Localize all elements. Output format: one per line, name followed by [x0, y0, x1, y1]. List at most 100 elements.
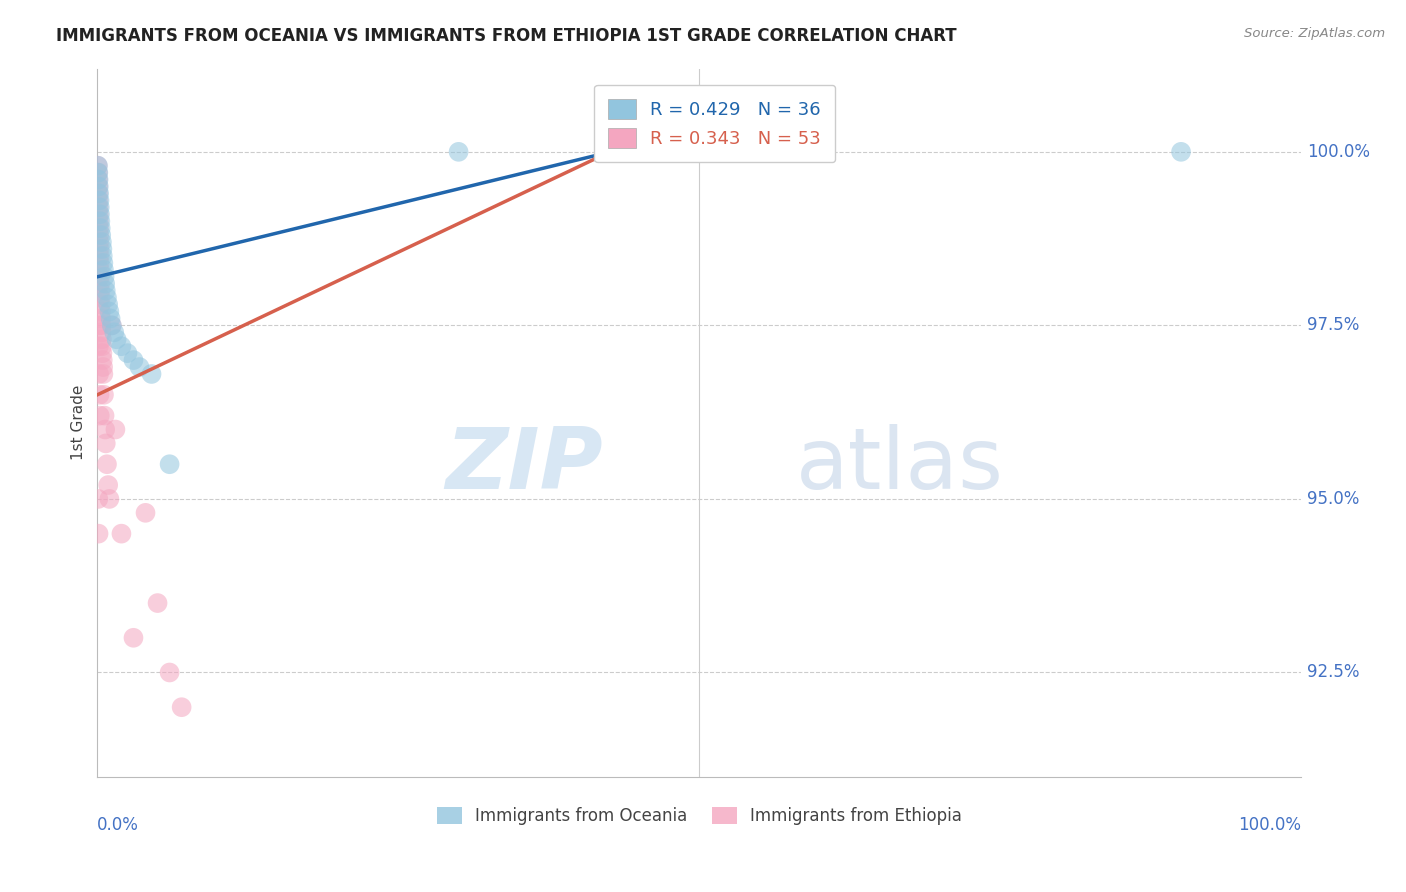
Point [90, 297, 112, 311]
Text: atlas: atlas [796, 424, 1004, 507]
Point [91, 339, 114, 353]
Legend: Immigrants from Oceania, Immigrants from Ethiopia: Immigrants from Oceania, Immigrants from… [430, 800, 969, 832]
Text: 0.0%: 0.0% [97, 815, 139, 833]
Point [93, 263, 115, 277]
Point [110, 526, 132, 541]
Point [134, 506, 156, 520]
Point [87, 186, 110, 201]
Point [93, 409, 115, 423]
Point [93, 269, 115, 284]
Point [104, 423, 127, 437]
Point [89, 277, 111, 291]
Point [91, 242, 114, 256]
Point [87, 166, 110, 180]
Point [122, 631, 145, 645]
Point [91, 249, 114, 263]
Point [91, 359, 114, 374]
Point [89, 263, 111, 277]
Point [89, 409, 111, 423]
Point [91, 353, 114, 368]
Point [90, 228, 112, 243]
Point [87, 194, 110, 208]
Point [128, 359, 150, 374]
Point [89, 242, 111, 256]
Text: IMMIGRANTS FROM OCEANIA VS IMMIGRANTS FROM ETHIOPIA 1ST GRADE CORRELATION CHART: IMMIGRANTS FROM OCEANIA VS IMMIGRANTS FR… [56, 27, 957, 45]
Point [87, 172, 110, 186]
Point [90, 311, 112, 326]
Point [808, 145, 831, 159]
Point [87, 339, 110, 353]
Point [89, 318, 111, 333]
Point [87, 172, 110, 186]
Point [91, 346, 114, 360]
Point [87, 214, 110, 228]
Point [105, 332, 128, 346]
Point [100, 311, 122, 326]
Point [122, 353, 145, 368]
Point [89, 249, 111, 263]
Point [94, 277, 117, 291]
Point [141, 367, 163, 381]
Point [89, 388, 111, 402]
Point [87, 526, 110, 541]
Text: 97.5%: 97.5% [1308, 317, 1360, 334]
Point [87, 159, 110, 173]
Point [89, 200, 111, 214]
Point [101, 318, 124, 333]
Point [87, 221, 110, 235]
Point [96, 457, 118, 471]
Point [89, 235, 111, 249]
Point [90, 221, 112, 235]
Point [117, 346, 139, 360]
Point [93, 256, 115, 270]
Y-axis label: 1st Grade: 1st Grade [72, 384, 86, 460]
Point [146, 596, 169, 610]
Point [97, 297, 120, 311]
Text: Source: ZipAtlas.com: Source: ZipAtlas.com [1244, 27, 1385, 40]
Point [90, 291, 112, 305]
Point [90, 332, 112, 346]
Point [89, 207, 111, 221]
Point [90, 304, 112, 318]
Point [93, 388, 115, 402]
Point [87, 166, 110, 180]
Point [93, 367, 115, 381]
Point [103, 326, 125, 340]
Point [89, 284, 111, 298]
Point [89, 194, 111, 208]
Point [87, 179, 110, 194]
Point [94, 284, 117, 298]
Point [110, 339, 132, 353]
Point [87, 491, 110, 506]
Point [89, 186, 111, 201]
Text: ZIP: ZIP [446, 424, 603, 507]
Point [159, 665, 181, 680]
Text: 100.0%: 100.0% [1308, 143, 1371, 161]
Point [628, 145, 651, 159]
Point [1170, 145, 1192, 159]
Text: 92.5%: 92.5% [1308, 664, 1360, 681]
Point [101, 318, 124, 333]
Point [96, 291, 118, 305]
Point [159, 457, 181, 471]
Point [89, 214, 111, 228]
Point [98, 491, 121, 506]
Point [97, 478, 120, 492]
Point [90, 318, 112, 333]
Point [447, 145, 470, 159]
Text: 100.0%: 100.0% [1239, 815, 1302, 833]
Point [87, 179, 110, 194]
Point [90, 326, 112, 340]
Text: 95.0%: 95.0% [1308, 490, 1360, 508]
Point [94, 436, 117, 450]
Point [87, 367, 110, 381]
Point [89, 256, 111, 270]
Point [94, 423, 117, 437]
Point [87, 200, 110, 214]
Point [90, 235, 112, 249]
Point [89, 228, 111, 243]
Point [86, 159, 108, 173]
Point [87, 207, 110, 221]
Point [170, 700, 193, 714]
Point [89, 269, 111, 284]
